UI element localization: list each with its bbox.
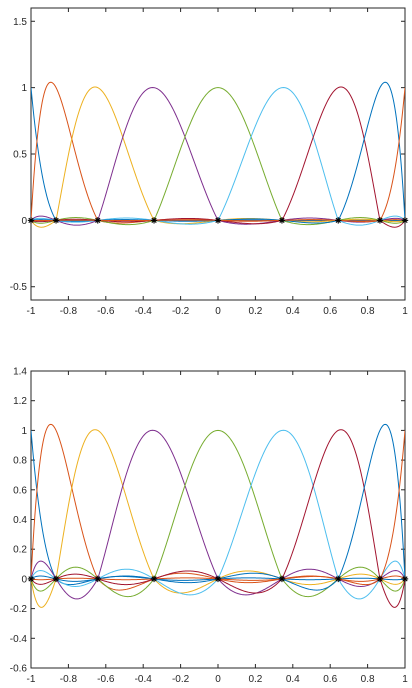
x-tick-label: 1 xyxy=(402,674,408,685)
series-line xyxy=(31,423,405,591)
y-tick-label: 0 xyxy=(21,216,27,227)
node-marker xyxy=(335,575,342,583)
x-tick-label: -0.8 xyxy=(60,674,78,685)
y-tick-label: 1.2 xyxy=(13,396,27,407)
x-tick-label: -0.4 xyxy=(135,674,153,685)
plot-area-border xyxy=(30,7,406,301)
x-tick-label: 0.6 xyxy=(323,674,337,685)
x-tick-label: 0 xyxy=(215,306,221,317)
series-line xyxy=(31,81,405,224)
y-tick-label: 1.4 xyxy=(13,367,27,378)
y-tick-label: 0.2 xyxy=(13,545,27,556)
x-tick-label: 0.4 xyxy=(286,674,300,685)
x-tick-label: -0.8 xyxy=(60,306,78,317)
node-marker xyxy=(335,217,342,224)
x-tick-label: 0.2 xyxy=(248,306,262,317)
x-tick-label: -1 xyxy=(27,674,36,685)
series-line xyxy=(31,430,405,586)
node-marker xyxy=(27,217,35,224)
x-tick-label: 0.8 xyxy=(361,306,375,317)
series-line xyxy=(31,87,405,223)
node-marker xyxy=(401,575,409,583)
series-line xyxy=(31,87,405,226)
x-tick-label: 0 xyxy=(215,674,221,685)
x-tick-label: -0.6 xyxy=(97,674,115,685)
y-tick-label: 0.5 xyxy=(13,150,27,161)
series-line xyxy=(31,86,405,228)
node-marker xyxy=(52,217,60,224)
top-chart-panel: -1 -0.8 -0.6 -0.4 -0.2 0 0.2 0.4 0.6 0.8 1 -0.5 0 0.5… xyxy=(10,7,409,317)
node-marker xyxy=(278,217,286,224)
node-marker xyxy=(150,217,158,224)
y-tick-label: -0.4 xyxy=(10,634,28,645)
node-marker xyxy=(214,575,222,583)
y-tick-label: 0.8 xyxy=(13,456,27,467)
series-line xyxy=(31,430,405,586)
x-tick-label: -0.6 xyxy=(97,306,115,317)
x-tick-label: 0.2 xyxy=(248,674,262,685)
x-tick-label: -0.2 xyxy=(172,306,190,317)
x-tick-label: -0.2 xyxy=(172,674,190,685)
x-tick-label: 1 xyxy=(402,306,408,317)
series-line xyxy=(31,86,405,228)
y-tick-label: 1 xyxy=(21,426,27,437)
x-tick-label: 0.4 xyxy=(286,306,300,317)
x-tick-label: -0.4 xyxy=(135,306,153,317)
series-line xyxy=(31,429,405,600)
node-marker xyxy=(278,575,286,583)
series-line xyxy=(31,87,405,226)
y-tick-label: 1 xyxy=(21,83,27,94)
y-tick-label: -0.5 xyxy=(10,282,28,293)
series-group xyxy=(31,81,405,228)
series-line xyxy=(31,423,405,591)
y-tick-label: -0.2 xyxy=(10,604,28,615)
series-line xyxy=(31,87,405,223)
node-marker xyxy=(214,217,222,224)
plot-area-border xyxy=(30,370,406,669)
y-tick-label: 0.6 xyxy=(13,485,27,496)
node-marker xyxy=(94,217,101,224)
node-marker xyxy=(150,575,158,583)
node-marker xyxy=(94,575,101,583)
node-marker xyxy=(27,575,35,583)
x-tick-label: 0.8 xyxy=(361,674,375,685)
bottom-chart-panel: -1 -0.8 -0.6 -0.4 -0.2 0 0.2 0.4 0.6 0.8 1 -0.6 -0.4… xyxy=(10,367,408,686)
series-line xyxy=(31,87,405,226)
y-tick-label: 1.5 xyxy=(13,17,27,28)
series-line xyxy=(31,81,405,224)
y-tick-label: 0.4 xyxy=(13,515,27,526)
node-marker xyxy=(376,217,384,224)
node-marker xyxy=(401,217,409,224)
node-marker xyxy=(52,575,60,583)
node-marker xyxy=(376,575,384,583)
y-tick-label: 0 xyxy=(21,574,27,585)
series-line xyxy=(31,429,405,598)
x-tick-label: -1 xyxy=(27,306,36,317)
x-tick-label: 0.6 xyxy=(323,306,337,317)
y-tick-label: -0.6 xyxy=(10,664,28,675)
series-line xyxy=(31,429,405,600)
